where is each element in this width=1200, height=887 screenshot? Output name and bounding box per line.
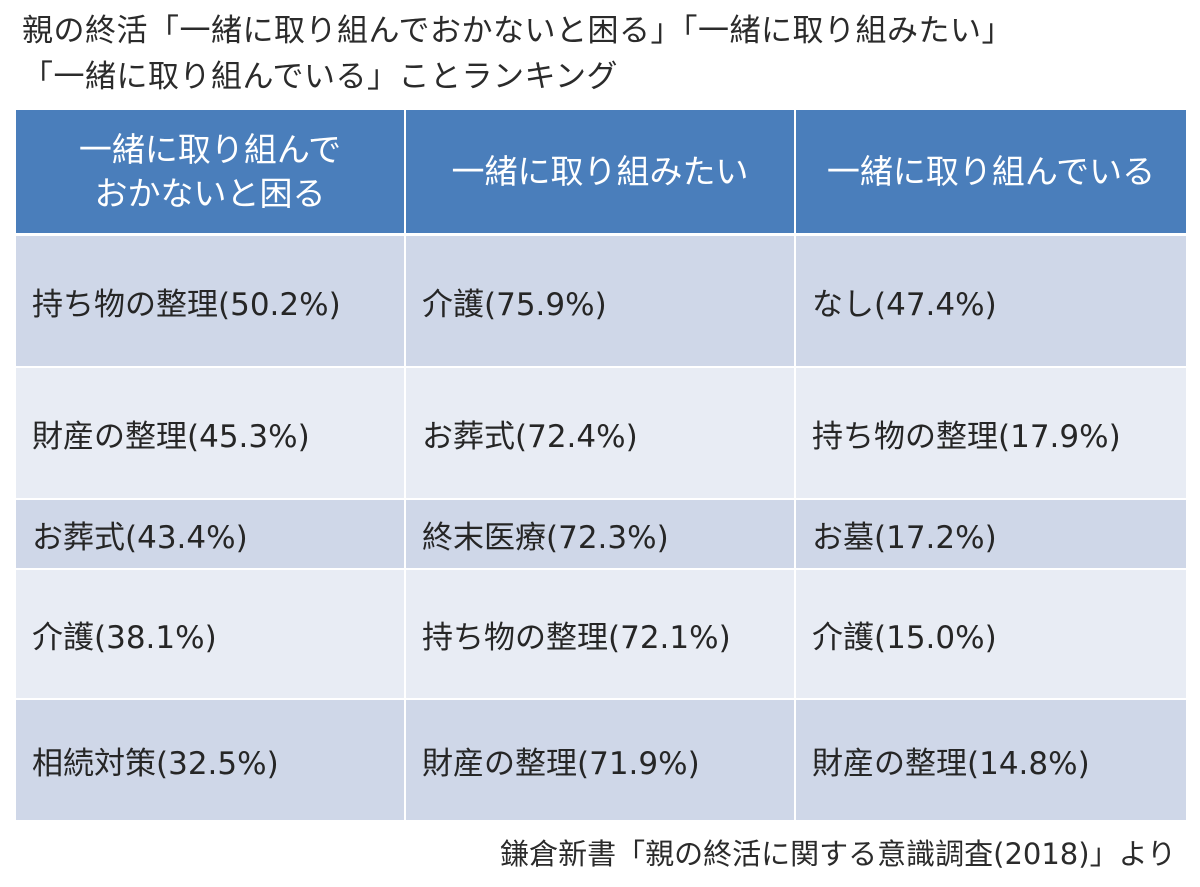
table-cell: 相続対策(32.5%) <box>16 700 406 822</box>
table-cell: お葬式(43.4%) <box>16 500 406 570</box>
header-cell-want-together: 一緒に取り組みたい <box>406 110 796 236</box>
title-line-2: 「一緒に取り組んでいる」ことランキング <box>22 59 619 95</box>
table-cell: 財産の整理(14.8%) <box>796 700 1186 822</box>
header-text: 一緒に取り組んで <box>78 129 342 169</box>
page-title: 親の終活「一緒に取り組んでおかないと困る」「一緒に取り組みたい」 「一緒に取り組… <box>22 8 1182 100</box>
source-citation: 鎌倉新書「親の終活に関する意識調査(2018)」より <box>500 837 1176 871</box>
table-cell: 介護(38.1%) <box>16 570 406 700</box>
table-cell: 終末医療(72.3%) <box>406 500 796 570</box>
header-cell-not-prepared: 一緒に取り組んで おかないと困る <box>16 110 406 236</box>
table-cell: 財産の整理(71.9%) <box>406 700 796 822</box>
header-text: 一緒に取り組みたい <box>451 151 749 191</box>
table-cell: お葬式(72.4%) <box>406 368 796 500</box>
title-line-1: 親の終活「一緒に取り組んでおかないと困る」「一緒に取り組みたい」 <box>22 13 1013 49</box>
table-cell: 持ち物の整理(17.9%) <box>796 368 1186 500</box>
table-cell: 持ち物の整理(72.1%) <box>406 570 796 700</box>
table-cell: 財産の整理(45.3%) <box>16 368 406 500</box>
header-text: おかないと困る <box>94 173 326 213</box>
table-cell: 介護(15.0%) <box>796 570 1186 700</box>
table-cell: なし(47.4%) <box>796 236 1186 368</box>
table-cell: 介護(75.9%) <box>406 236 796 368</box>
ranking-table: 一緒に取り組んで おかないと困る 一緒に取り組みたい 一緒に取り組んでいる 持ち… <box>16 110 1186 822</box>
header-cell-doing-together: 一緒に取り組んでいる <box>796 110 1186 236</box>
table-cell: お墓(17.2%) <box>796 500 1186 570</box>
header-text: 一緒に取り組んでいる <box>826 151 1156 191</box>
table-cell: 持ち物の整理(50.2%) <box>16 236 406 368</box>
